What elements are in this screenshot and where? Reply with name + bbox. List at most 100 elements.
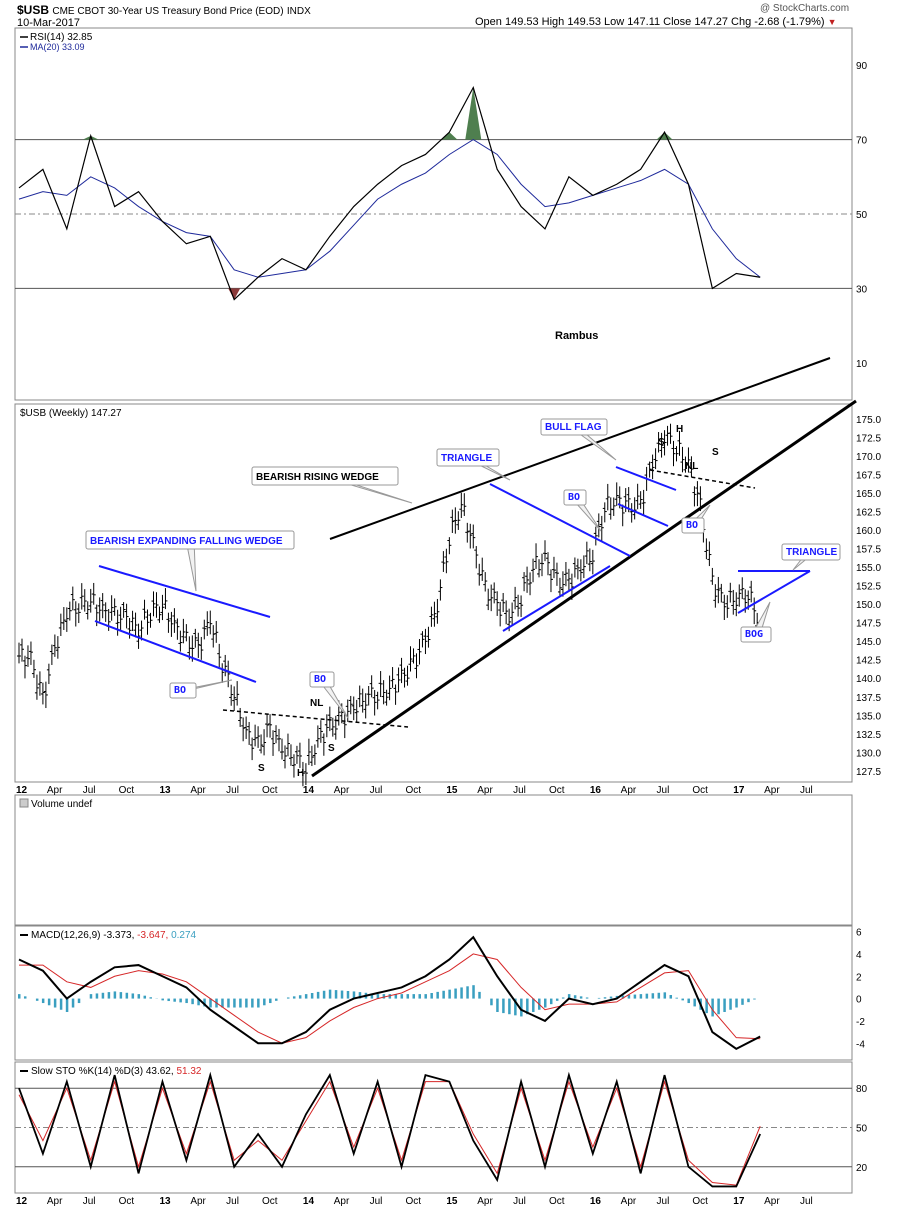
macd-histogram-bar [257,998,260,1008]
macd-histogram-bar [149,997,152,999]
triangle-lower-line [502,565,611,632]
macd-histogram-bar [107,992,111,999]
x-axis-label: Oct [262,1196,278,1207]
callout-box [781,543,841,561]
macd-histogram-bar [609,996,613,999]
macd-histogram-bar [687,998,690,1004]
macd-histogram-bar [430,993,433,999]
macd-histogram-bar [334,990,338,999]
macd-histogram-bar [251,998,254,1008]
macd-histogram-bar [65,998,69,1012]
x-axis-label: 13 [159,785,171,796]
chart-date: 10-Mar-2017 [17,17,80,29]
macd-histogram-bar [286,997,290,999]
macd-histogram-bar [675,997,678,999]
callout-text: BULL FLAG [545,422,602,433]
x-axis-label: Jul [800,785,813,796]
macd-histogram-bar [77,998,81,1004]
macd-histogram-bar [418,994,421,999]
macd-histogram-bar [532,998,535,1012]
ohlc-values: Open 149.53 High 149.53 Low 147.11 Close… [475,16,825,28]
x-axis-label: 16 [590,785,602,796]
callout-box [681,517,705,534]
annotation-callout: BO [681,504,711,534]
price-tick-label: 175.0 [856,415,881,426]
macd-label-main: MACD(12,26,9) -3.373, [31,930,137,941]
macd-histogram-bar [400,994,404,999]
macd-histogram-bar [466,986,469,999]
x-axis-label: Oct [119,785,135,796]
macd-histogram-bar [352,991,356,999]
x-axis-label: Jul [513,1196,526,1207]
x-axis-label: Apr [190,1196,206,1207]
annotation-callout: BO [563,489,602,532]
volume-legend-swatch [19,798,29,808]
macd-histogram-bar [376,994,380,999]
macd-tick-label: -4 [856,1039,865,1050]
macd-histogram-bar [227,998,230,1008]
x-axis-label: Oct [406,1196,422,1207]
pattern-letter: H [297,768,304,779]
callout-box [169,682,197,699]
x-axis-label: Apr [334,1196,350,1207]
macd-line [18,935,761,1050]
callout-box [436,448,500,467]
macd-tick-label: 4 [856,950,862,961]
price-tick-label: 162.5 [856,507,881,518]
x-axis-label: Oct [549,785,565,796]
x-axis-label: Jul [800,1196,813,1207]
macd-histogram-bar [101,992,105,999]
rsi-line [18,85,761,301]
price-tick-label: 135.0 [856,711,881,722]
recent-triangle-lower-line [737,570,811,614]
macd-histogram-bar [59,998,63,1010]
macd-histogram-bar [239,998,242,1008]
sto-k-line [18,1071,762,1188]
price-tick-label: 170.0 [856,452,881,463]
x-axis-label: Apr [621,785,637,796]
macd-histogram-bar [705,998,708,1014]
rsi-legend-label: RSI(14) 32.85 [30,32,93,43]
macd-histogram-bar [526,998,529,1015]
macd-histogram-bar [549,998,553,1005]
x-axis-label: Jul [226,1196,239,1207]
price-tick-label: 155.0 [856,563,881,574]
annotation-callout: BEARISH EXPANDING FALLING WEDGE [85,530,295,592]
callout-box [85,530,295,550]
x-axis-label: Jul [370,785,383,796]
callout-text: BO [686,520,698,531]
macd-histogram-bar [442,990,445,999]
pattern-letter: H [676,424,683,435]
x-axis-label: Oct [692,1196,708,1207]
macd-histogram-bar [579,996,583,999]
macd-histogram-bar [729,998,732,1010]
price-tick-label: 160.0 [856,526,881,537]
x-axis-label: 17 [733,1196,745,1207]
price-tick-label: 137.5 [856,693,881,704]
x-axis-label: 14 [303,785,315,796]
macd-tick-label: -2 [856,1017,865,1028]
sto-panel-label: Slow STO %K(14) %D(3) 43.62, 51.32 [31,1066,202,1077]
macd-histogram-bar [53,998,57,1008]
macd-histogram-bar [747,998,750,1003]
x-axis-label: Apr [47,785,63,796]
ma-legend-label: MA(20) 33.09 [30,42,85,52]
macd-histogram-bar [245,998,248,1008]
bull-flag-lower-line [617,503,669,527]
price-tick-label: 165.0 [856,489,881,500]
callout-text: BO [568,492,580,503]
pattern-letter: S [712,447,719,458]
macd-tick-label: 0 [856,995,862,1006]
macd-histogram-bar [173,998,176,1002]
macd-histogram-bar [753,998,756,1000]
bull-flag-upper-line [615,466,677,491]
macd-histogram-bar [424,994,427,999]
annotation-callout: BEARISH RISING WEDGE [251,466,413,504]
price-tick-label: 145.0 [856,637,881,648]
x-axis-label: 17 [733,785,745,796]
callout-text: BOG [745,629,763,640]
price-tick-label: 172.5 [856,433,881,444]
macd-histogram-bar [502,998,505,1014]
panel-frame-price [14,403,853,783]
rising-wedge-lower-line [311,399,857,778]
